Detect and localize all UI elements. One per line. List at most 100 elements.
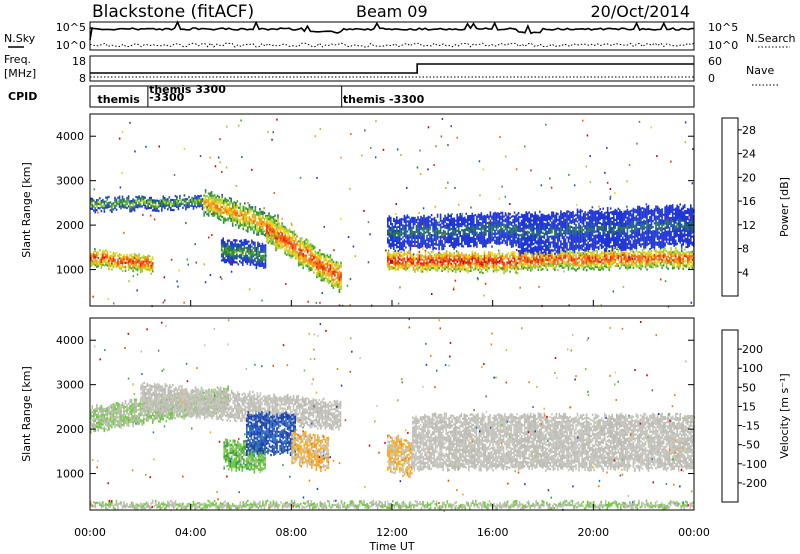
heatmap-cell (423, 224, 425, 227)
heatmap-cell (480, 261, 483, 264)
heatmap-cell (567, 262, 570, 265)
heatmap-cell (534, 235, 536, 238)
heatmap-cell (532, 214, 535, 217)
heatmap-cell (529, 267, 532, 270)
heatmap-cell (251, 216, 254, 219)
heatmap-cell (486, 270, 489, 273)
heatmap-cell (634, 255, 636, 259)
heatmap-cell (442, 247, 445, 250)
heatmap-cell (617, 248, 620, 251)
heatmap-cell (509, 241, 511, 244)
heatmap-cell (667, 259, 669, 262)
heatmap-cell (513, 229, 516, 232)
heatmap-cell (153, 201, 155, 204)
heatmap-cell (656, 263, 659, 266)
heatmap-cell (285, 249, 288, 252)
heatmap-cell (210, 197, 213, 200)
heatmap-cell (482, 271, 484, 274)
heatmap-cell (396, 246, 398, 249)
heatmap-cell (585, 259, 588, 262)
heatmap-cell (294, 253, 297, 256)
heatmap-cell (129, 262, 131, 265)
heatmap-cell (222, 239, 224, 242)
heatmap-cell (319, 271, 321, 274)
heatmap-cell (468, 231, 471, 234)
heatmap-cell (439, 215, 442, 218)
heatmap-cell (394, 260, 397, 263)
heatmap-cell (331, 270, 333, 273)
heatmap-cell (227, 219, 229, 222)
heatmap-cell (430, 265, 433, 268)
heatmap-cell (240, 249, 243, 252)
heatmap-cell (498, 221, 501, 224)
heatmap-cell (412, 224, 415, 227)
heatmap-cell (473, 235, 475, 238)
heatmap-cell (501, 252, 504, 255)
heatmap-cell (638, 256, 641, 260)
heatmap-cell (476, 225, 478, 228)
heatmap-cell (522, 267, 524, 270)
heatmap-cell (501, 264, 504, 267)
heatmap-cell (646, 260, 648, 263)
heatmap-cell (548, 264, 550, 267)
heatmap-cell (631, 259, 633, 263)
heatmap-cell (447, 219, 449, 222)
heatmap-cell (486, 230, 489, 233)
heatmap-cell (548, 256, 550, 259)
heatmap-cell (489, 255, 492, 258)
heatmap-cell (145, 264, 148, 267)
heatmap-cell (245, 256, 247, 260)
heatmap-cell (465, 261, 468, 264)
heatmap-cell (520, 243, 523, 246)
heatmap-cell (228, 239, 230, 242)
heatmap-cell (252, 247, 255, 250)
heatmap-cell (251, 214, 254, 217)
heatmap-cell (462, 231, 465, 234)
heatmap-cell (258, 260, 261, 263)
heatmap-cell (444, 226, 446, 229)
heatmap-cell (231, 206, 234, 209)
heatmap-cell (448, 255, 451, 258)
heatmap-cell (464, 242, 466, 245)
heatmap-cell (492, 256, 495, 259)
heatmap-cell (94, 207, 97, 210)
heatmap-cell (93, 209, 95, 212)
heatmap-cell (534, 258, 536, 261)
heatmap-cell (194, 200, 196, 204)
heatmap-cell (221, 205, 223, 209)
heatmap-cell (470, 263, 472, 266)
heatmap-cell (429, 264, 431, 268)
heatmap-cell (510, 259, 513, 262)
heatmap-cell (572, 251, 574, 254)
heatmap-cell (461, 243, 463, 246)
heatmap-cell (256, 211, 258, 214)
heatmap-cell (400, 233, 403, 237)
heatmap-cell (688, 257, 691, 260)
heatmap-cell (417, 261, 419, 264)
heatmap-cell (476, 219, 478, 222)
heatmap-cell (138, 203, 140, 206)
heatmap-cell (504, 236, 507, 239)
heatmap-cell (498, 223, 501, 226)
heatmap-cell (433, 232, 436, 236)
heatmap-cell (397, 231, 400, 234)
heatmap-cell (442, 258, 445, 261)
heatmap-cell (391, 261, 394, 264)
heatmap-cell (414, 270, 416, 273)
heatmap-cell (257, 227, 260, 230)
heatmap-cell (537, 217, 540, 220)
heatmap-cell (420, 233, 422, 236)
heatmap-cell (567, 254, 570, 257)
heatmap-cell (557, 257, 559, 260)
heatmap-cell (402, 248, 404, 251)
heatmap-cell (273, 221, 276, 224)
heatmap-cell (498, 233, 501, 236)
heatmap-cell (644, 256, 647, 259)
heatmap-cell (629, 260, 632, 263)
heatmap-cell (303, 260, 306, 263)
heatmap-cell (515, 214, 517, 217)
heatmap-cell (649, 265, 651, 268)
heatmap-cell (635, 255, 638, 258)
heatmap-cell (111, 202, 113, 205)
heatmap-cell (417, 263, 419, 266)
